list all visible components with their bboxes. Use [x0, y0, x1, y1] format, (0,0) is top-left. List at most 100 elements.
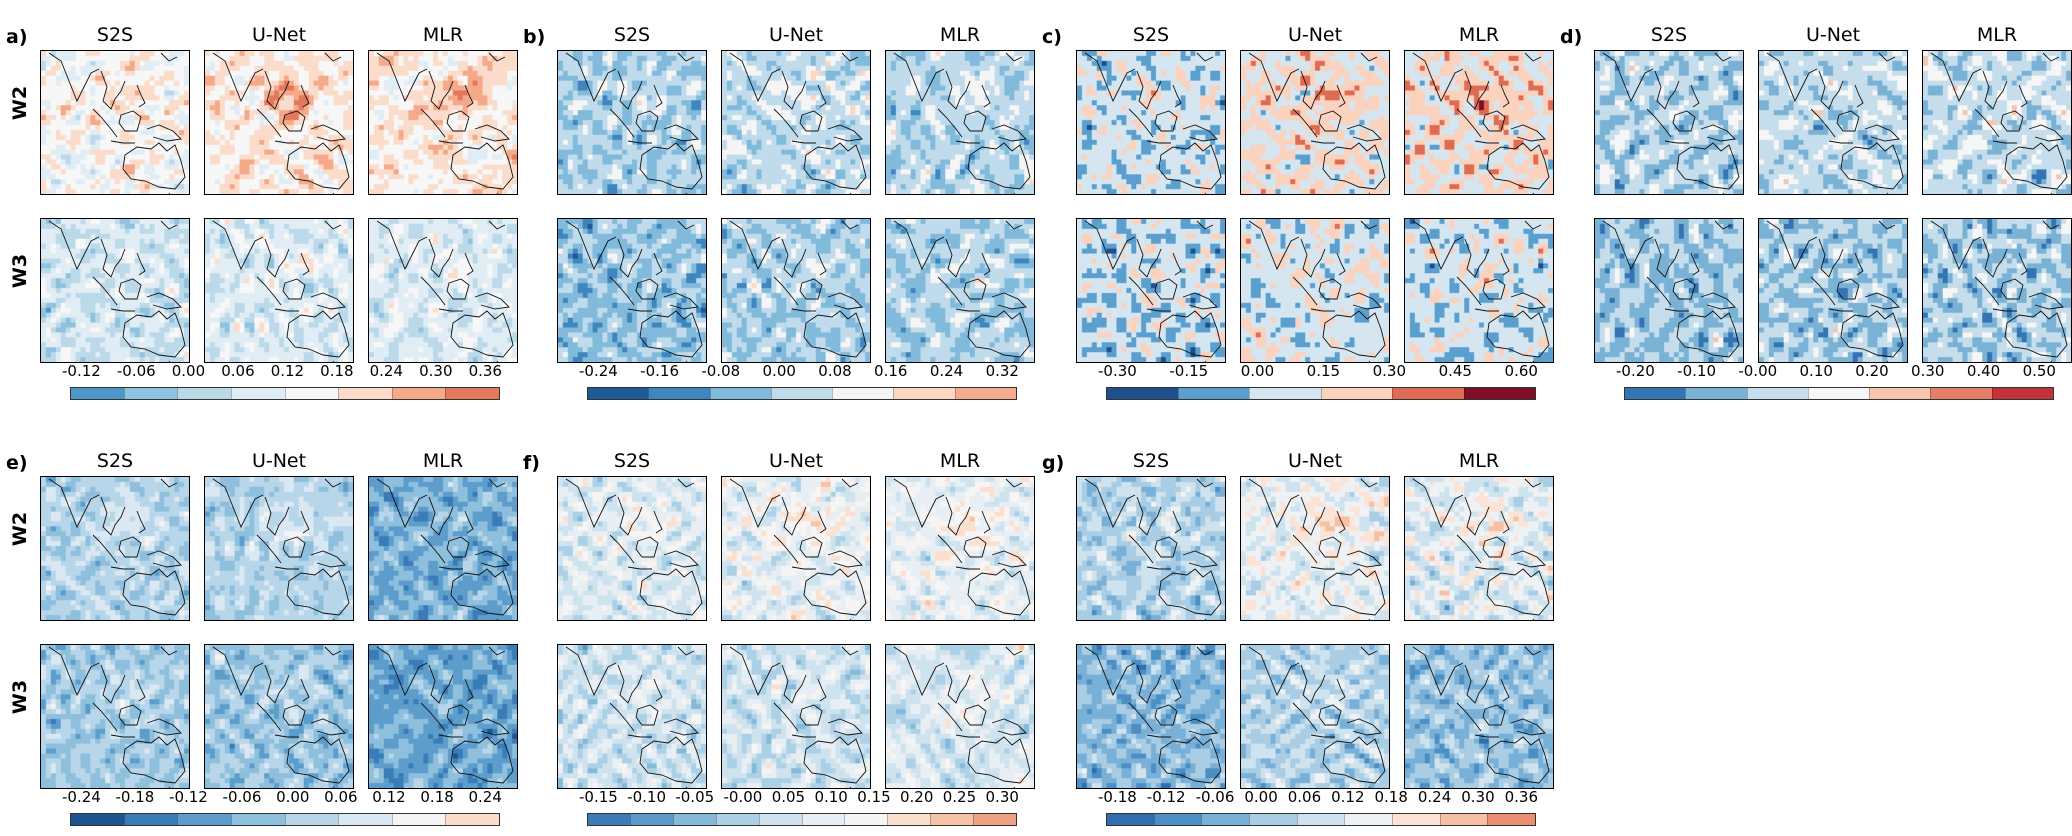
- colorbar-segment: [715, 814, 759, 825]
- coastline-path: [729, 478, 867, 620]
- colorbar-segment: [588, 388, 649, 399]
- colorbar-tick-label: 0.36: [1504, 788, 1538, 806]
- map-w3-s2s: [1076, 644, 1226, 789]
- colorbar-tick-label: 0.18: [1374, 788, 1408, 806]
- colorbar-tick-label: 0.18: [320, 362, 354, 380]
- colorbar-segment: [445, 814, 499, 825]
- map-field: [1595, 51, 1743, 194]
- colorbar-tick-label: 0.24: [369, 362, 404, 380]
- colorbar-tick-label: 0.00: [1244, 788, 1278, 806]
- map-w3-u-net: [721, 644, 871, 789]
- colorbar-segment: [709, 388, 771, 399]
- map-w3-s2s: [1076, 218, 1226, 363]
- map-field: [369, 219, 517, 362]
- colorbar-tick-label: -0.12: [1146, 788, 1186, 806]
- colorbar-segment: [1487, 814, 1536, 825]
- coastline: [729, 478, 867, 620]
- coastline: [1248, 478, 1386, 620]
- colorbar-tick-label: 0.30: [1911, 362, 1945, 380]
- map-field: [558, 219, 706, 362]
- colorbar-tick-label: 0.06: [1287, 788, 1322, 806]
- colorbar-tick-labels: -0.24 -0.18 -0.12 -0.06 0.00 0.06 0.12 0.18 0.24: [62, 788, 502, 806]
- coastline-path: [212, 220, 350, 362]
- column-title: S2S: [613, 24, 651, 46]
- map-w2-u-net: [721, 50, 871, 195]
- colorbar-tick-label: -0.24: [579, 362, 618, 380]
- colorbar-segment: [758, 814, 802, 825]
- colorbar-tick-label: 0.36: [468, 362, 502, 380]
- map-field: [1077, 51, 1225, 194]
- coastline-path: [376, 52, 514, 194]
- coastline-path: [1602, 220, 1740, 362]
- colorbar-tick-label: -0.30: [1098, 362, 1137, 380]
- column-title: MLR: [939, 24, 981, 46]
- colorbar-segment: [71, 814, 124, 825]
- coastline: [212, 220, 350, 362]
- colorbar: [1106, 813, 1536, 826]
- map-field: [369, 51, 517, 194]
- map-w2-u-net: [1240, 476, 1390, 621]
- column-title: U-Net: [1287, 24, 1343, 46]
- coastline-path: [1084, 52, 1222, 194]
- map-field: [722, 477, 870, 620]
- column-title: U-Net: [1287, 450, 1343, 472]
- map-field: [722, 219, 870, 362]
- coastline: [1766, 220, 1904, 362]
- coastline-path: [565, 478, 703, 620]
- colorbar-tick-label: 0.50: [2022, 362, 2056, 380]
- map-w3-u-net: [1758, 218, 1908, 363]
- map-field: [1077, 645, 1225, 788]
- coastline: [376, 478, 514, 620]
- colorbar-segment: [954, 388, 1016, 399]
- coastline: [212, 646, 350, 788]
- coastline-path: [565, 52, 703, 194]
- colorbar-tick-label: -0.06: [1195, 788, 1235, 806]
- map-w3-mlr: [368, 218, 518, 363]
- colorbar-tick-label: 0.00: [276, 788, 310, 806]
- map-field: [886, 219, 1034, 362]
- coastline-path: [565, 220, 703, 362]
- coastline-path: [1248, 646, 1386, 788]
- map-w3-u-net: [204, 218, 354, 363]
- coastline: [1602, 220, 1740, 362]
- colorbar-tick-label: -0.06: [116, 362, 156, 380]
- coastline: [1248, 220, 1386, 362]
- coastline-path: [893, 646, 1031, 788]
- map-w2-u-net: [1758, 50, 1908, 195]
- map-w3-u-net: [204, 644, 354, 789]
- coastline-path: [1602, 52, 1740, 194]
- coastline: [48, 220, 186, 362]
- coastline-path: [1930, 220, 2068, 362]
- colorbar-tick-label: 0.24: [468, 788, 502, 806]
- coastline: [1084, 220, 1222, 362]
- colorbar-segment: [1107, 388, 1178, 399]
- map-w2-mlr: [1404, 476, 1554, 621]
- colorbar-tick-label: -0.15: [579, 788, 618, 806]
- colorbar-segment: [1991, 388, 2053, 399]
- colorbar-segment: [770, 388, 833, 399]
- colorbar-segment: [284, 814, 339, 825]
- colorbar: [587, 387, 1017, 400]
- coastline: [893, 220, 1031, 362]
- colorbar-tick-label: 0.10: [1799, 362, 1833, 380]
- coastline: [48, 646, 186, 788]
- coastline-path: [48, 52, 186, 194]
- column-title: U-Net: [1805, 24, 1861, 46]
- map-field: [41, 645, 189, 788]
- map-field: [886, 51, 1034, 194]
- map-w2-s2s: [1594, 50, 1744, 195]
- column-title: MLR: [1458, 450, 1500, 472]
- coastline: [1084, 646, 1222, 788]
- coastline-path: [1930, 52, 2068, 194]
- coastline: [565, 646, 703, 788]
- colorbar-tick-label: 0.12: [1331, 788, 1365, 806]
- colorbar-segment: [71, 388, 124, 399]
- map-w3-mlr: [1404, 218, 1554, 363]
- coastline: [729, 52, 867, 194]
- colorbar-tick-label: -0.00: [1738, 362, 1778, 380]
- colorbar-tick-label: -0.12: [169, 788, 208, 806]
- colorbar-tick-label: 0.32: [985, 362, 1019, 380]
- colorbar-segment: [973, 814, 1017, 825]
- colorbar-segment: [1177, 388, 1249, 399]
- colorbar-segment: [391, 388, 446, 399]
